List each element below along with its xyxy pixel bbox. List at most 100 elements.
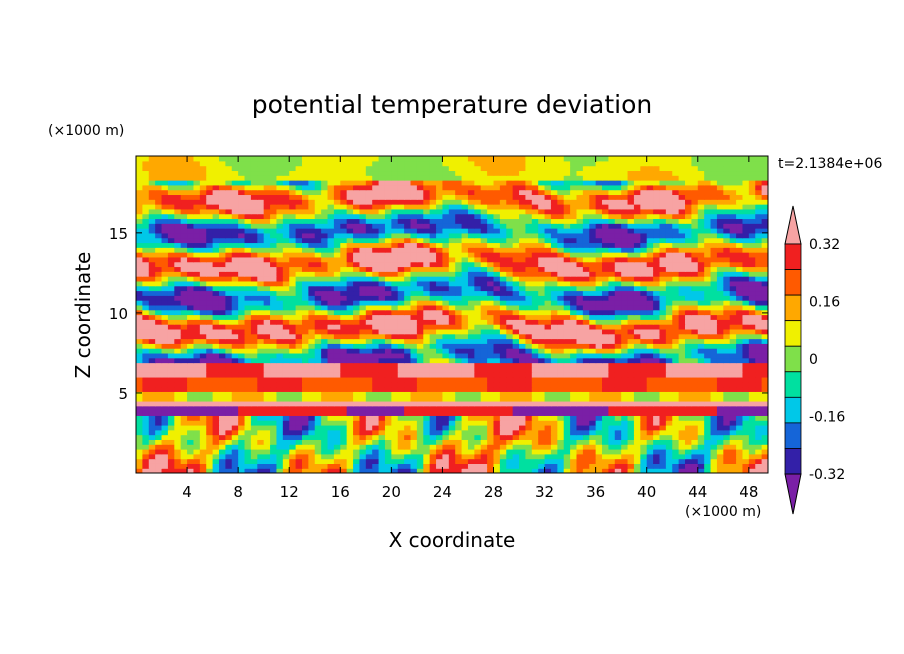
heatmap-cell	[665, 410, 673, 416]
heatmap-cell	[461, 247, 469, 253]
heatmap-cell	[467, 386, 475, 392]
heatmap-cell	[729, 252, 737, 258]
heatmap-cell	[691, 381, 699, 388]
heatmap-cell	[729, 256, 737, 263]
heatmap-cell	[289, 295, 297, 301]
heatmap-cell	[289, 324, 297, 330]
heatmap-cell	[167, 362, 175, 368]
heatmap-cell	[633, 367, 641, 373]
heatmap-cell	[187, 352, 195, 359]
heatmap-cell	[621, 309, 629, 316]
heatmap-cell	[161, 367, 169, 373]
heatmap-cell	[206, 252, 214, 258]
heatmap-cell	[257, 448, 265, 455]
heatmap-cell	[384, 228, 392, 234]
heatmap-cell	[755, 309, 763, 316]
heatmap-cell	[257, 280, 265, 287]
heatmap-cell	[353, 237, 361, 244]
heatmap-cell	[621, 434, 629, 440]
heatmap-cell	[429, 434, 437, 440]
heatmap-cell	[685, 242, 692, 248]
heatmap-cell	[161, 324, 169, 330]
heatmap-cell	[206, 386, 214, 392]
heatmap-cell	[678, 372, 686, 378]
heatmap-cell	[289, 290, 297, 296]
heatmap-cell	[665, 424, 673, 431]
heatmap-cell	[378, 424, 386, 431]
heatmap-cell	[429, 348, 437, 354]
heatmap-cell	[633, 439, 641, 445]
heatmap-cell	[755, 338, 763, 344]
heatmap-cell	[576, 410, 584, 416]
heatmap-cell	[136, 338, 143, 344]
heatmap-cell	[327, 439, 335, 445]
heatmap-cell	[244, 391, 252, 397]
heatmap-cell	[359, 271, 367, 277]
heatmap-cell	[199, 304, 207, 311]
heatmap-cell	[474, 468, 482, 473]
heatmap-cell	[340, 391, 348, 397]
heatmap-cell	[250, 357, 258, 364]
heatmap-cell	[614, 252, 622, 258]
heatmap-cell	[748, 252, 756, 258]
heatmap-cell	[531, 300, 539, 306]
heatmap-cell	[308, 357, 316, 364]
heatmap-cell	[614, 271, 622, 277]
heatmap-cell	[180, 429, 188, 436]
heatmap-cell	[372, 338, 380, 344]
heatmap-cell	[436, 463, 444, 469]
heatmap-cell	[410, 324, 418, 330]
heatmap-cell	[589, 458, 597, 464]
heatmap-cell	[314, 386, 322, 392]
heatmap-cell	[410, 285, 418, 292]
heatmap-cell	[282, 232, 290, 239]
heatmap-cell	[155, 410, 163, 416]
heatmap-cell	[493, 256, 501, 263]
heatmap-cell	[327, 271, 335, 277]
heatmap-cell	[538, 376, 546, 383]
heatmap-cell	[372, 362, 380, 368]
heatmap-cell	[333, 429, 341, 436]
heatmap-cell	[384, 314, 392, 320]
heatmap-cell	[723, 295, 731, 301]
heatmap-cell	[155, 295, 163, 301]
heatmap-cell	[538, 400, 546, 407]
heatmap-cell	[653, 362, 661, 368]
heatmap-cell	[180, 434, 188, 440]
heatmap-cell	[672, 276, 680, 282]
heatmap-cell	[519, 280, 527, 287]
heatmap-cell	[270, 290, 278, 296]
heatmap-cell	[646, 261, 654, 268]
heatmap-cell	[270, 237, 278, 244]
heatmap-cell	[455, 266, 463, 272]
heatmap-cell	[570, 463, 578, 469]
heatmap-cell	[525, 319, 533, 325]
heatmap-cell	[442, 285, 450, 292]
heatmap-cell	[346, 319, 354, 325]
heatmap-cell	[289, 271, 297, 277]
heatmap-cell	[136, 444, 143, 450]
heatmap-cell	[404, 396, 412, 402]
heatmap-cell	[187, 381, 195, 388]
heatmap-cell	[423, 362, 431, 368]
heatmap-cell	[519, 304, 527, 311]
heatmap-cell	[225, 376, 233, 383]
heatmap-cell	[314, 420, 322, 426]
heatmap-cell	[499, 271, 507, 277]
heatmap-cell	[238, 256, 246, 263]
heatmap-cell	[525, 362, 533, 368]
heatmap-cell	[353, 290, 361, 296]
heatmap-cell	[570, 352, 578, 359]
heatmap-cell	[384, 237, 392, 244]
heatmap-cell	[436, 420, 444, 426]
heatmap-cell	[589, 372, 597, 378]
heatmap-cell	[276, 415, 284, 421]
heatmap-cell	[161, 415, 169, 421]
heatmap-cell	[461, 232, 469, 239]
heatmap-cell	[627, 261, 635, 268]
heatmap-cell	[710, 319, 718, 325]
heatmap-cell	[289, 376, 297, 383]
heatmap-cell	[608, 252, 616, 258]
heatmap-cell	[353, 242, 361, 248]
heatmap-cell	[538, 410, 546, 416]
